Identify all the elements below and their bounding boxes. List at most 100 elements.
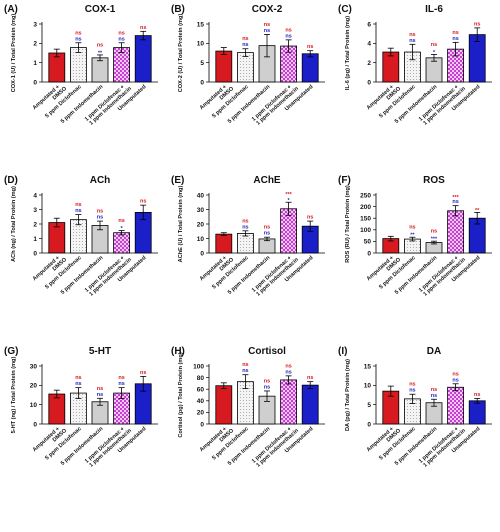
bar-4: [468, 400, 486, 425]
y-tick-label: 1: [33, 236, 37, 243]
significance-label: ns: [452, 377, 458, 383]
y-axis-label: ACh (ng) / Total Protein (mg): [11, 186, 17, 262]
y-tick-label: 10: [197, 236, 205, 243]
y-tick-label: 2: [33, 41, 37, 48]
chart-panel-cortisol: (H) Cortisol Cortisol (pg) / Total Protein…: [171, 346, 325, 469]
significance-label: ns: [474, 392, 480, 398]
y-tick-label: 0: [200, 250, 204, 257]
y-tick-label: 20: [30, 383, 38, 390]
significance-label: ns: [452, 36, 458, 42]
significance-label: ns: [264, 231, 270, 237]
x-tick-label-line: 1 ppm Diclofenac +: [84, 426, 127, 465]
significance-label: ns: [242, 224, 248, 230]
significance-label: ns: [409, 38, 415, 44]
chart-panel-cox-1: (A) COX-1 COX-1 (U) / Total Protein (mg) 0 1…: [4, 4, 158, 127]
y-tick-label: 100: [193, 363, 204, 370]
panel-label: (G): [4, 346, 18, 357]
significance-label: ns: [264, 384, 270, 390]
y-tick-label: 30: [197, 207, 205, 214]
bar-0: [215, 233, 233, 254]
significance-label: ns: [242, 218, 248, 224]
significance-label: ns: [452, 199, 458, 205]
significance-label: ns: [242, 42, 248, 48]
chart-title: IL-6: [425, 4, 443, 15]
bar-0: [382, 51, 400, 83]
bar-4: [134, 35, 152, 83]
bar-0: [48, 52, 66, 83]
significance-label: ns: [118, 30, 124, 36]
y-tick-label: 4: [33, 192, 37, 199]
significance-label: ns: [242, 368, 248, 374]
significance-label: ns: [97, 392, 103, 398]
y-tick-label: 0: [200, 79, 204, 86]
y-tick-label: 1: [33, 60, 37, 67]
significance-label: ns: [264, 28, 270, 34]
panel-label: (F): [338, 175, 351, 186]
bar-0: [48, 393, 66, 425]
y-tick-label: 40: [197, 398, 205, 405]
y-tick-label: 0: [33, 79, 37, 86]
chart-panel-il-6: (C) IL-6 IL-6 (pg) / Total Protein (mg) 0 2 4…: [338, 4, 492, 127]
significance-label: ns: [264, 378, 270, 384]
x-tick-label-line: 1 ppm Diclofenac +: [251, 255, 294, 294]
significance-label: ns: [118, 218, 124, 224]
y-tick-label: 15: [197, 21, 205, 28]
y-tick-label: 3: [33, 207, 37, 214]
significance-label: ns: [474, 21, 480, 27]
bar-3: [280, 379, 297, 425]
y-tick-label: 2: [367, 60, 371, 67]
x-tick-label-line: 1 ppm Diclofenac +: [418, 426, 461, 465]
bar-4: [301, 53, 319, 83]
significance-label: ns: [75, 30, 81, 36]
y-tick-label: 3: [33, 21, 37, 28]
y-tick-label: 50: [364, 239, 372, 246]
y-tick-label: 0: [367, 79, 371, 86]
significance-label: ns: [307, 215, 313, 221]
x-tick-label-line: 1 ppm Diclofenac +: [251, 84, 294, 123]
significance-label: ns: [97, 42, 103, 48]
significance-label: ns: [285, 27, 291, 33]
significance-label: ns: [118, 36, 124, 42]
significance-label: ns: [307, 375, 313, 381]
panel-label: (C): [338, 4, 352, 15]
significance-label: ns: [97, 215, 103, 221]
panel-label: (H): [171, 346, 185, 357]
y-tick-label: 200: [360, 204, 371, 211]
significance-label: *: [288, 198, 291, 204]
significance-label: ns: [264, 22, 270, 28]
significance-label: ns: [140, 25, 146, 31]
chart-title: COX-1: [85, 4, 116, 15]
y-tick-label: 2: [33, 221, 37, 228]
significance-label: ***: [285, 192, 292, 198]
significance-label: ns: [140, 370, 146, 376]
y-tick-label: 80: [197, 375, 205, 382]
panel-label: (E): [171, 175, 184, 186]
significance-label: ns: [431, 229, 437, 235]
chart-title: COX-2: [252, 4, 283, 15]
y-tick-label: 5: [367, 402, 371, 409]
y-tick-label: 150: [360, 216, 371, 223]
significance-label: ns: [97, 209, 103, 215]
bar-3: [447, 210, 464, 254]
significance-label: **: [98, 50, 103, 56]
y-tick-label: 30: [30, 363, 38, 370]
y-tick-label: 10: [364, 383, 372, 390]
significance-label: ***: [431, 237, 438, 243]
significance-label: ns: [75, 202, 81, 208]
chart-title: ROS: [423, 175, 445, 186]
chart-panel-ros: (F) ROS ROS (RU) / Total Protein (mg) 0 50 10…: [338, 175, 492, 298]
bar-4: [301, 384, 319, 425]
chart-panel-ach: (D) ACh ACh (ng) / Total Protein (mg) 0 1 2 3 4…: [4, 175, 158, 298]
bar-1: [237, 52, 254, 83]
bar-2: [91, 57, 109, 83]
y-axis-label: DA (pg) / Total Protein (mg): [345, 359, 351, 431]
y-axis-label: AChE (U) / Total Protein (mg): [178, 186, 184, 263]
significance-label: ns: [140, 199, 146, 205]
y-tick-label: 40: [197, 192, 205, 199]
y-axis-label: ROS (RU) / Total Protein (mg): [345, 185, 351, 263]
chart-title: Cortisol: [248, 346, 286, 357]
significance-label: ns: [242, 36, 248, 42]
significance-label: ns: [409, 32, 415, 38]
significance-label: ns: [75, 36, 81, 42]
